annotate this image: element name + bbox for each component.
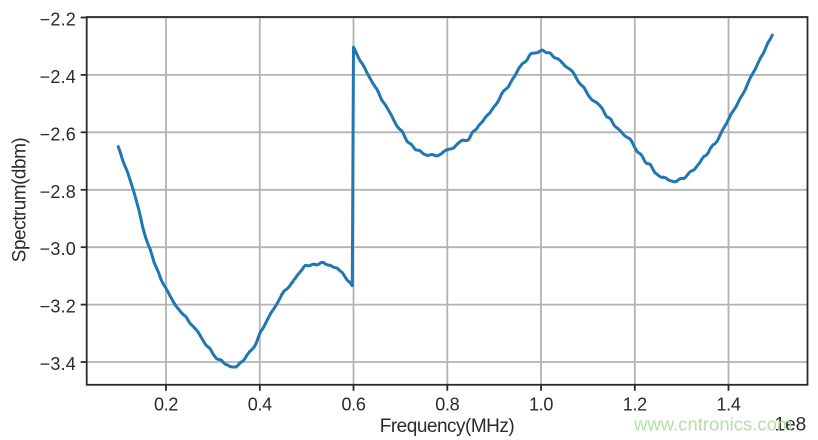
svg-text:−3.0: −3.0 (40, 239, 76, 259)
svg-text:1.0: 1.0 (529, 394, 553, 414)
svg-text:0.2: 0.2 (154, 394, 178, 414)
svg-text:Spectrum(dbm): Spectrum(dbm) (10, 138, 31, 263)
svg-text:−3.2: −3.2 (40, 297, 76, 317)
svg-text:−2.4: −2.4 (40, 67, 76, 87)
svg-text:−2.2: −2.2 (40, 10, 76, 30)
svg-text:0.4: 0.4 (248, 394, 272, 414)
svg-text:0.6: 0.6 (341, 394, 365, 414)
svg-text:1e8: 1e8 (775, 414, 807, 435)
svg-text:1.4: 1.4 (716, 394, 740, 414)
svg-text:−2.8: −2.8 (40, 182, 76, 202)
svg-text:−2.6: −2.6 (40, 124, 76, 144)
svg-text:1.2: 1.2 (623, 394, 647, 414)
svg-text:www.cntronics.com: www.cntronics.com (633, 413, 792, 434)
svg-text:0.8: 0.8 (435, 394, 459, 414)
svg-text:Frequency(MHz): Frequency(MHz) (380, 416, 515, 437)
svg-text:−3.4: −3.4 (40, 354, 76, 374)
